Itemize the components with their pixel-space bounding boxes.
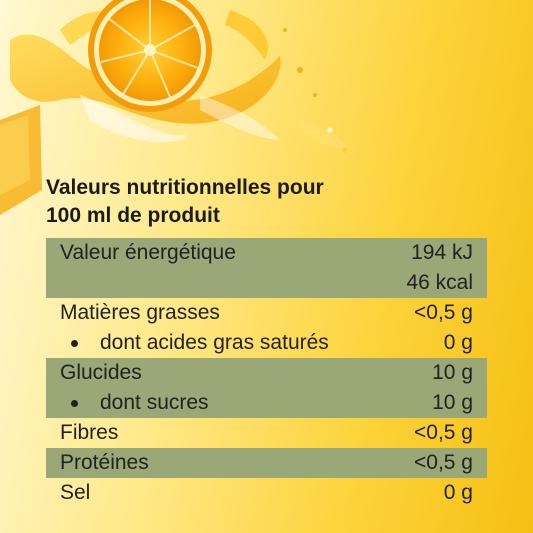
row-value: <0,5 g (414, 451, 473, 474)
row-value: <0,5 g (414, 301, 473, 324)
nutrition-title: Valeurs nutritionnelles pour 100 ml de p… (46, 174, 324, 230)
row-value-kj: 194 kJ (411, 241, 473, 264)
row-value: <0,5 g (414, 421, 473, 444)
row-label: dont acides gras saturés (100, 331, 329, 354)
title-line-1: Valeurs nutritionnelles pour (46, 176, 324, 199)
row-value: 0 g (443, 331, 473, 354)
row-value-kcal: 46 kcal (406, 271, 473, 294)
row-label: Fibres (60, 421, 119, 444)
row-protein: Protéines <0,5 g (46, 448, 487, 478)
row-fat: Matières grasses <0,5 g (46, 298, 487, 328)
orange-juice-splash-image (0, 0, 350, 215)
row-fibre: Fibres <0,5 g (46, 418, 487, 448)
row-label: Matières grasses (60, 301, 220, 324)
row-value: 10 g (432, 361, 473, 384)
nutrition-table: Valeur énergétique 194 kJ 46 kcal Matièr… (46, 238, 487, 508)
row-label: Protéines (60, 451, 149, 474)
title-line-2: 100 ml de produit (46, 204, 220, 227)
row-carbohydrates: Glucides 10 g (46, 358, 487, 388)
row-salt: Sel 0 g (46, 478, 487, 508)
row-label: dont sucres (100, 391, 209, 414)
row-label: Valeur énergétique (60, 241, 236, 264)
row-value: 10 g (432, 391, 473, 414)
row-value: 0 g (443, 481, 473, 504)
row-label: Sel (60, 481, 91, 504)
row-saturated-fat: dont acides gras saturés 0 g (46, 328, 487, 358)
bullet-icon (71, 400, 78, 407)
row-label: Glucides (60, 361, 142, 384)
bullet-icon (71, 340, 78, 347)
row-energy: Valeur énergétique 194 kJ 46 kcal (46, 238, 487, 298)
row-sugars: dont sucres 10 g (46, 388, 487, 418)
